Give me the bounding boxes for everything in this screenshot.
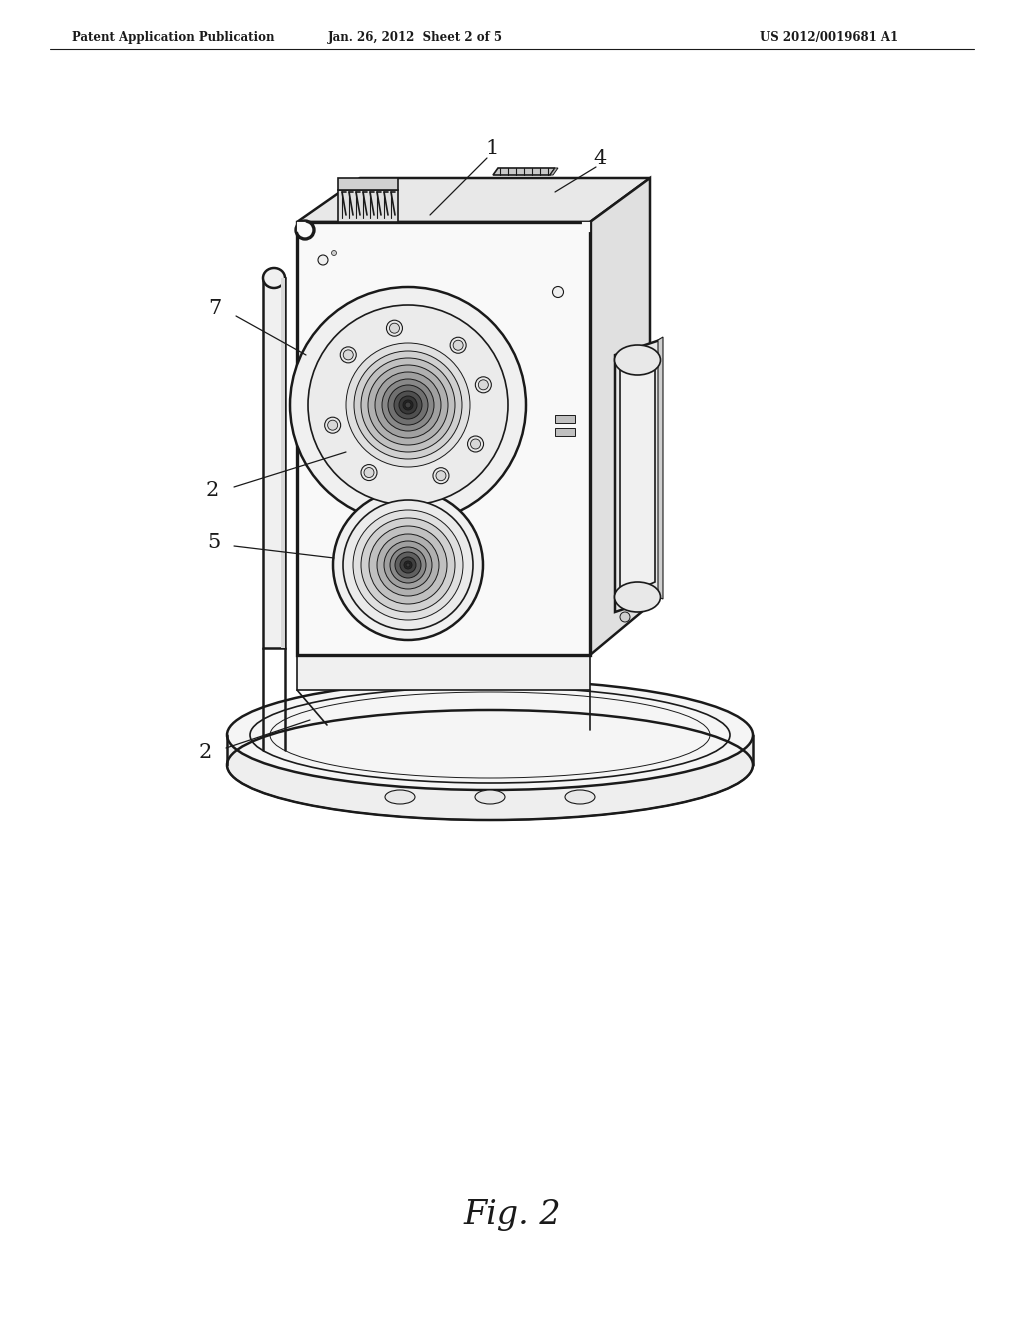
Polygon shape xyxy=(297,222,590,655)
Ellipse shape xyxy=(361,465,377,480)
Text: Jan. 26, 2012  Sheet 2 of 5: Jan. 26, 2012 Sheet 2 of 5 xyxy=(328,30,503,44)
Ellipse shape xyxy=(403,400,413,411)
Polygon shape xyxy=(297,655,590,690)
Polygon shape xyxy=(263,279,285,648)
Ellipse shape xyxy=(333,490,483,640)
Ellipse shape xyxy=(404,561,412,569)
Ellipse shape xyxy=(354,351,462,459)
Polygon shape xyxy=(615,341,660,612)
Ellipse shape xyxy=(475,376,492,393)
Ellipse shape xyxy=(399,396,417,414)
Polygon shape xyxy=(281,279,285,648)
Ellipse shape xyxy=(406,449,421,461)
Ellipse shape xyxy=(361,517,455,612)
Ellipse shape xyxy=(565,789,595,804)
Ellipse shape xyxy=(227,710,753,820)
Ellipse shape xyxy=(290,286,526,523)
Ellipse shape xyxy=(346,343,470,467)
Ellipse shape xyxy=(369,525,447,605)
Ellipse shape xyxy=(395,552,421,578)
Ellipse shape xyxy=(614,345,660,375)
Ellipse shape xyxy=(318,255,328,265)
Ellipse shape xyxy=(436,471,446,480)
Polygon shape xyxy=(620,355,655,597)
Ellipse shape xyxy=(620,612,630,622)
Polygon shape xyxy=(582,222,590,232)
Ellipse shape xyxy=(343,500,473,630)
Polygon shape xyxy=(297,222,306,232)
Polygon shape xyxy=(550,168,558,176)
Polygon shape xyxy=(338,190,398,222)
Text: Fig. 2: Fig. 2 xyxy=(463,1199,561,1232)
Ellipse shape xyxy=(364,467,374,478)
Text: US 2012/0019681 A1: US 2012/0019681 A1 xyxy=(760,30,898,44)
Ellipse shape xyxy=(361,358,455,451)
Polygon shape xyxy=(297,178,650,222)
Polygon shape xyxy=(590,178,650,655)
Ellipse shape xyxy=(340,347,356,363)
Ellipse shape xyxy=(353,510,463,620)
Ellipse shape xyxy=(343,350,353,360)
Text: 1: 1 xyxy=(485,139,499,157)
Ellipse shape xyxy=(478,380,488,389)
Ellipse shape xyxy=(390,546,426,583)
Ellipse shape xyxy=(614,582,660,612)
Ellipse shape xyxy=(328,420,338,430)
Ellipse shape xyxy=(400,557,416,573)
Ellipse shape xyxy=(475,789,505,804)
Ellipse shape xyxy=(454,341,463,350)
Ellipse shape xyxy=(451,337,466,354)
Ellipse shape xyxy=(394,391,422,418)
Ellipse shape xyxy=(388,385,428,425)
Text: 2: 2 xyxy=(206,480,219,499)
Text: 4: 4 xyxy=(593,149,606,168)
Ellipse shape xyxy=(375,372,441,438)
Ellipse shape xyxy=(553,286,563,297)
Ellipse shape xyxy=(296,220,314,239)
Ellipse shape xyxy=(385,789,415,804)
Polygon shape xyxy=(555,428,575,436)
Ellipse shape xyxy=(433,467,449,483)
Text: Patent Application Publication: Patent Application Publication xyxy=(72,30,274,44)
Ellipse shape xyxy=(399,445,427,465)
Ellipse shape xyxy=(386,321,402,337)
Polygon shape xyxy=(338,178,398,190)
Ellipse shape xyxy=(227,680,753,789)
Ellipse shape xyxy=(389,323,399,333)
Ellipse shape xyxy=(332,251,337,256)
Polygon shape xyxy=(227,735,753,766)
Ellipse shape xyxy=(325,417,341,433)
Polygon shape xyxy=(493,168,555,176)
Ellipse shape xyxy=(368,366,449,445)
Ellipse shape xyxy=(384,541,432,589)
Ellipse shape xyxy=(377,535,439,597)
Ellipse shape xyxy=(468,436,483,451)
Ellipse shape xyxy=(471,440,480,449)
Ellipse shape xyxy=(406,403,411,408)
Text: 5: 5 xyxy=(208,532,220,552)
Ellipse shape xyxy=(382,379,434,432)
Polygon shape xyxy=(658,337,663,599)
Ellipse shape xyxy=(308,305,508,506)
Text: 7: 7 xyxy=(208,298,221,318)
Ellipse shape xyxy=(263,268,285,288)
Ellipse shape xyxy=(406,564,410,568)
Polygon shape xyxy=(555,414,575,422)
Text: 2: 2 xyxy=(199,742,212,762)
